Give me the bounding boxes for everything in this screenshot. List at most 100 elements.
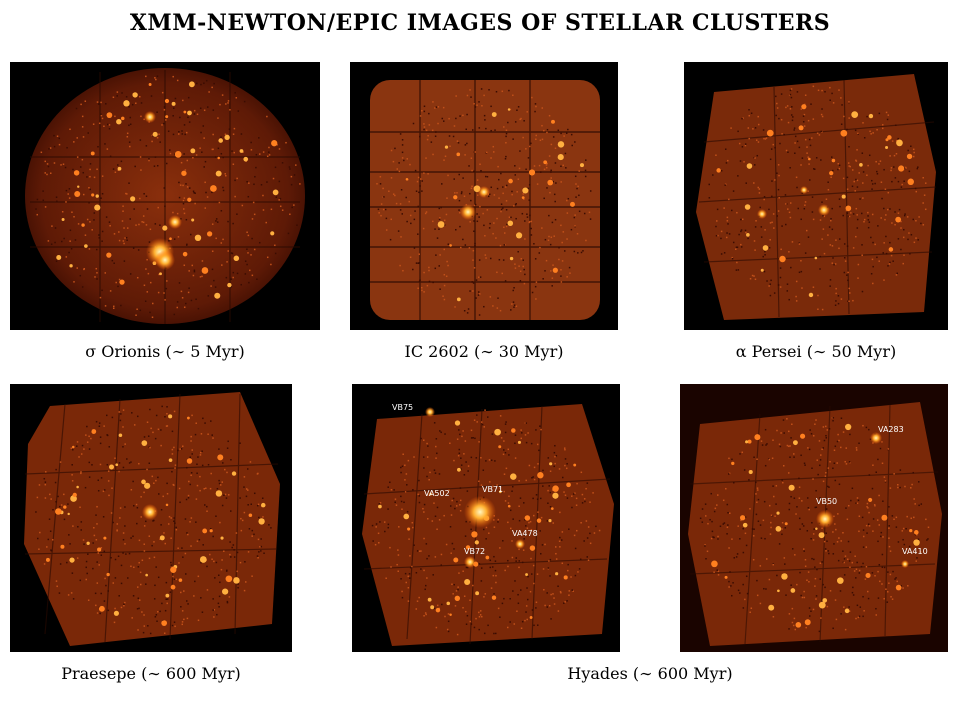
noise-speck bbox=[195, 298, 197, 301]
noise-speck bbox=[865, 426, 868, 429]
noise-speck bbox=[894, 578, 896, 580]
noise-speck bbox=[551, 489, 554, 491]
noise-speck bbox=[290, 183, 293, 186]
noise-speck bbox=[218, 479, 220, 482]
noise-speck bbox=[165, 119, 167, 121]
noise-speck bbox=[566, 463, 568, 465]
noise-speck bbox=[916, 534, 918, 536]
noise-speck bbox=[384, 530, 386, 533]
noise-speck bbox=[228, 596, 231, 598]
noise-speck bbox=[715, 234, 718, 237]
noise-speck bbox=[164, 609, 167, 612]
noise-speck bbox=[161, 91, 164, 94]
noise-speck bbox=[105, 584, 107, 587]
noise-speck bbox=[803, 590, 805, 593]
noise-speck bbox=[907, 149, 909, 152]
noise-speck bbox=[795, 280, 798, 283]
xray-source bbox=[907, 178, 914, 186]
noise-speck bbox=[554, 147, 557, 150]
noise-speck bbox=[156, 111, 158, 113]
noise-speck bbox=[293, 204, 295, 206]
noise-speck bbox=[732, 582, 734, 584]
noise-speck bbox=[757, 498, 760, 501]
noise-speck bbox=[764, 428, 767, 431]
noise-speck bbox=[786, 105, 789, 107]
noise-speck bbox=[499, 244, 502, 247]
noise-speck bbox=[514, 174, 517, 176]
noise-speck bbox=[478, 480, 480, 483]
xray-source bbox=[258, 518, 265, 525]
noise-speck bbox=[730, 594, 733, 597]
noise-speck bbox=[473, 230, 475, 233]
noise-speck bbox=[757, 123, 760, 126]
noise-speck bbox=[449, 442, 451, 445]
noise-speck bbox=[539, 171, 542, 173]
noise-speck bbox=[100, 113, 102, 116]
noise-speck bbox=[863, 220, 865, 223]
noise-speck bbox=[846, 274, 848, 276]
noise-speck bbox=[761, 444, 764, 446]
noise-speck bbox=[838, 247, 840, 250]
noise-speck bbox=[130, 461, 132, 463]
noise-speck bbox=[512, 94, 514, 97]
noise-speck bbox=[533, 466, 536, 469]
noise-speck bbox=[443, 120, 445, 122]
noise-speck bbox=[523, 282, 526, 285]
noise-speck bbox=[543, 129, 545, 132]
noise-speck bbox=[567, 569, 569, 572]
noise-speck bbox=[232, 544, 235, 546]
noise-speck bbox=[419, 279, 421, 281]
noise-speck bbox=[567, 197, 570, 200]
noise-speck bbox=[728, 586, 730, 588]
noise-speck bbox=[415, 190, 418, 192]
noise-speck bbox=[173, 578, 176, 581]
noise-speck bbox=[226, 569, 228, 572]
xray-source bbox=[814, 256, 818, 260]
noise-speck bbox=[549, 470, 552, 473]
noise-speck bbox=[737, 589, 740, 592]
noise-speck bbox=[897, 137, 899, 140]
noise-speck bbox=[849, 566, 851, 568]
noise-speck bbox=[848, 287, 850, 290]
noise-speck bbox=[212, 535, 214, 538]
noise-speck bbox=[555, 558, 558, 560]
noise-speck bbox=[108, 221, 111, 223]
noise-speck bbox=[119, 507, 122, 509]
noise-speck bbox=[278, 148, 281, 150]
noise-speck bbox=[137, 249, 140, 251]
noise-speck bbox=[574, 225, 576, 227]
noise-speck bbox=[194, 433, 197, 436]
noise-speck bbox=[423, 291, 425, 293]
noise-speck bbox=[474, 203, 477, 206]
noise-speck bbox=[459, 487, 462, 489]
noise-speck bbox=[511, 190, 513, 193]
noise-speck bbox=[811, 467, 813, 470]
noise-speck bbox=[58, 137, 61, 140]
noise-speck bbox=[213, 82, 215, 85]
noise-speck bbox=[244, 260, 247, 262]
noise-speck bbox=[558, 246, 560, 249]
noise-speck bbox=[447, 630, 450, 633]
noise-speck bbox=[768, 246, 771, 249]
noise-speck bbox=[806, 497, 809, 499]
noise-speck bbox=[471, 281, 473, 283]
xray-source bbox=[509, 256, 514, 261]
noise-speck bbox=[100, 114, 103, 117]
noise-speck bbox=[148, 241, 151, 243]
xray-source bbox=[801, 104, 807, 110]
noise-speck bbox=[768, 458, 771, 461]
noise-speck bbox=[885, 235, 887, 238]
noise-speck bbox=[752, 128, 754, 130]
noise-speck bbox=[246, 248, 248, 250]
noise-speck bbox=[561, 476, 564, 479]
noise-speck bbox=[574, 547, 577, 550]
noise-speck bbox=[100, 554, 103, 556]
noise-speck bbox=[518, 566, 520, 569]
noise-speck bbox=[892, 260, 894, 262]
noise-speck bbox=[799, 571, 801, 574]
noise-speck bbox=[807, 571, 810, 573]
noise-speck bbox=[527, 187, 529, 190]
noise-speck bbox=[769, 283, 772, 285]
noise-speck bbox=[407, 600, 410, 602]
noise-speck bbox=[890, 167, 893, 169]
